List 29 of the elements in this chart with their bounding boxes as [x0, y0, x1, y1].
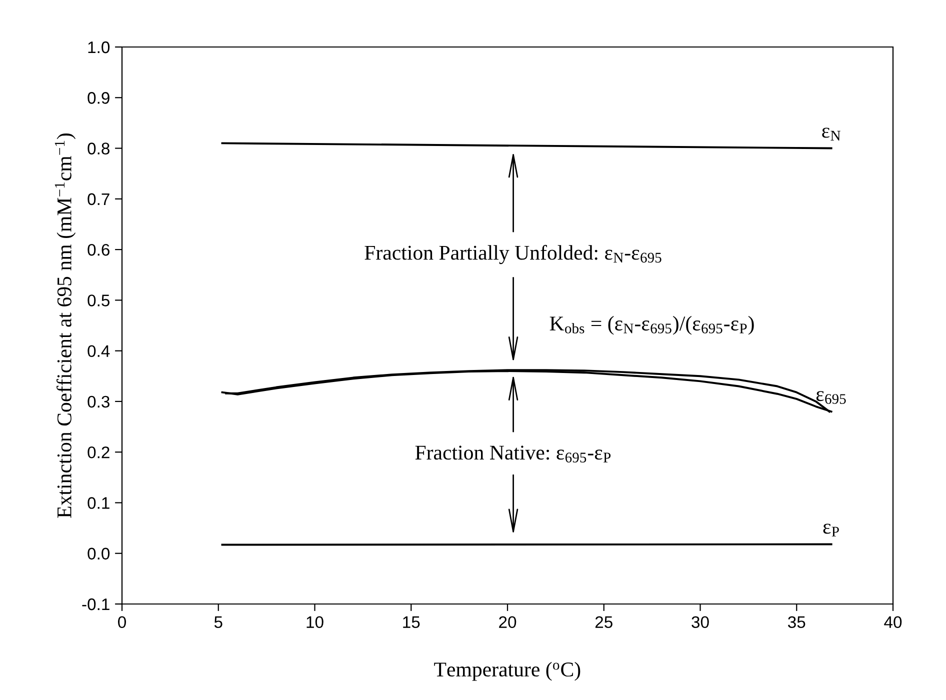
x-tick-label: 20 [499, 616, 516, 628]
y-tick-label: 0.7 [88, 193, 110, 206]
annotation: Fraction Native: ε$_{695}$-ε$_{P}$ [415, 446, 611, 462]
x-tick-label: 10 [306, 616, 324, 628]
y-tick-label: 1.0 [88, 41, 110, 54]
series-label: ε$_{P}$ [823, 524, 839, 536]
x-axis-title: Temperature ($^{o}$C) [434, 662, 580, 681]
y-tick-label: 0.6 [88, 244, 110, 256]
x-tick-label: 30 [692, 616, 709, 628]
y-tick-label: 0.8 [88, 142, 110, 154]
x-tick-label: 35 [788, 616, 806, 628]
y-tick-label: 0.5 [88, 294, 110, 306]
y-tick-label: 0.1 [88, 497, 110, 509]
y-tick-label: 0.9 [88, 92, 110, 104]
y-axis-title: Extinction Coefficient at 695 nm (mM$^{−1}$cm$^{−1}$) [54, 134, 76, 518]
y-tick-label: 0.3 [88, 396, 110, 408]
y-tick-label: 0.4 [88, 345, 110, 358]
series-label: ε$_{N}$ [822, 128, 840, 140]
annotation: Fraction Partially Unfolded: ε$_{N}$-ε$_{695}$ [364, 244, 662, 264]
series-label: ε$_{695}$ [816, 391, 846, 404]
y-tick-label: -0.1 [82, 598, 110, 610]
x-tick-label: 40 [884, 616, 902, 628]
x-tick-label: 15 [403, 616, 420, 628]
x-tick-label: 25 [595, 616, 612, 628]
x-tick-label: 5 [214, 616, 222, 628]
text: K$_{obs}$ = (ε$_{N}$-ε$_{695}$)/(ε$_{695}$-ε$_{P}$) [550, 316, 754, 335]
x-tick-label: 0 [118, 616, 126, 628]
y-tick-label: 0.0 [88, 548, 110, 560]
y-tick-label: 0.2 [88, 446, 110, 458]
